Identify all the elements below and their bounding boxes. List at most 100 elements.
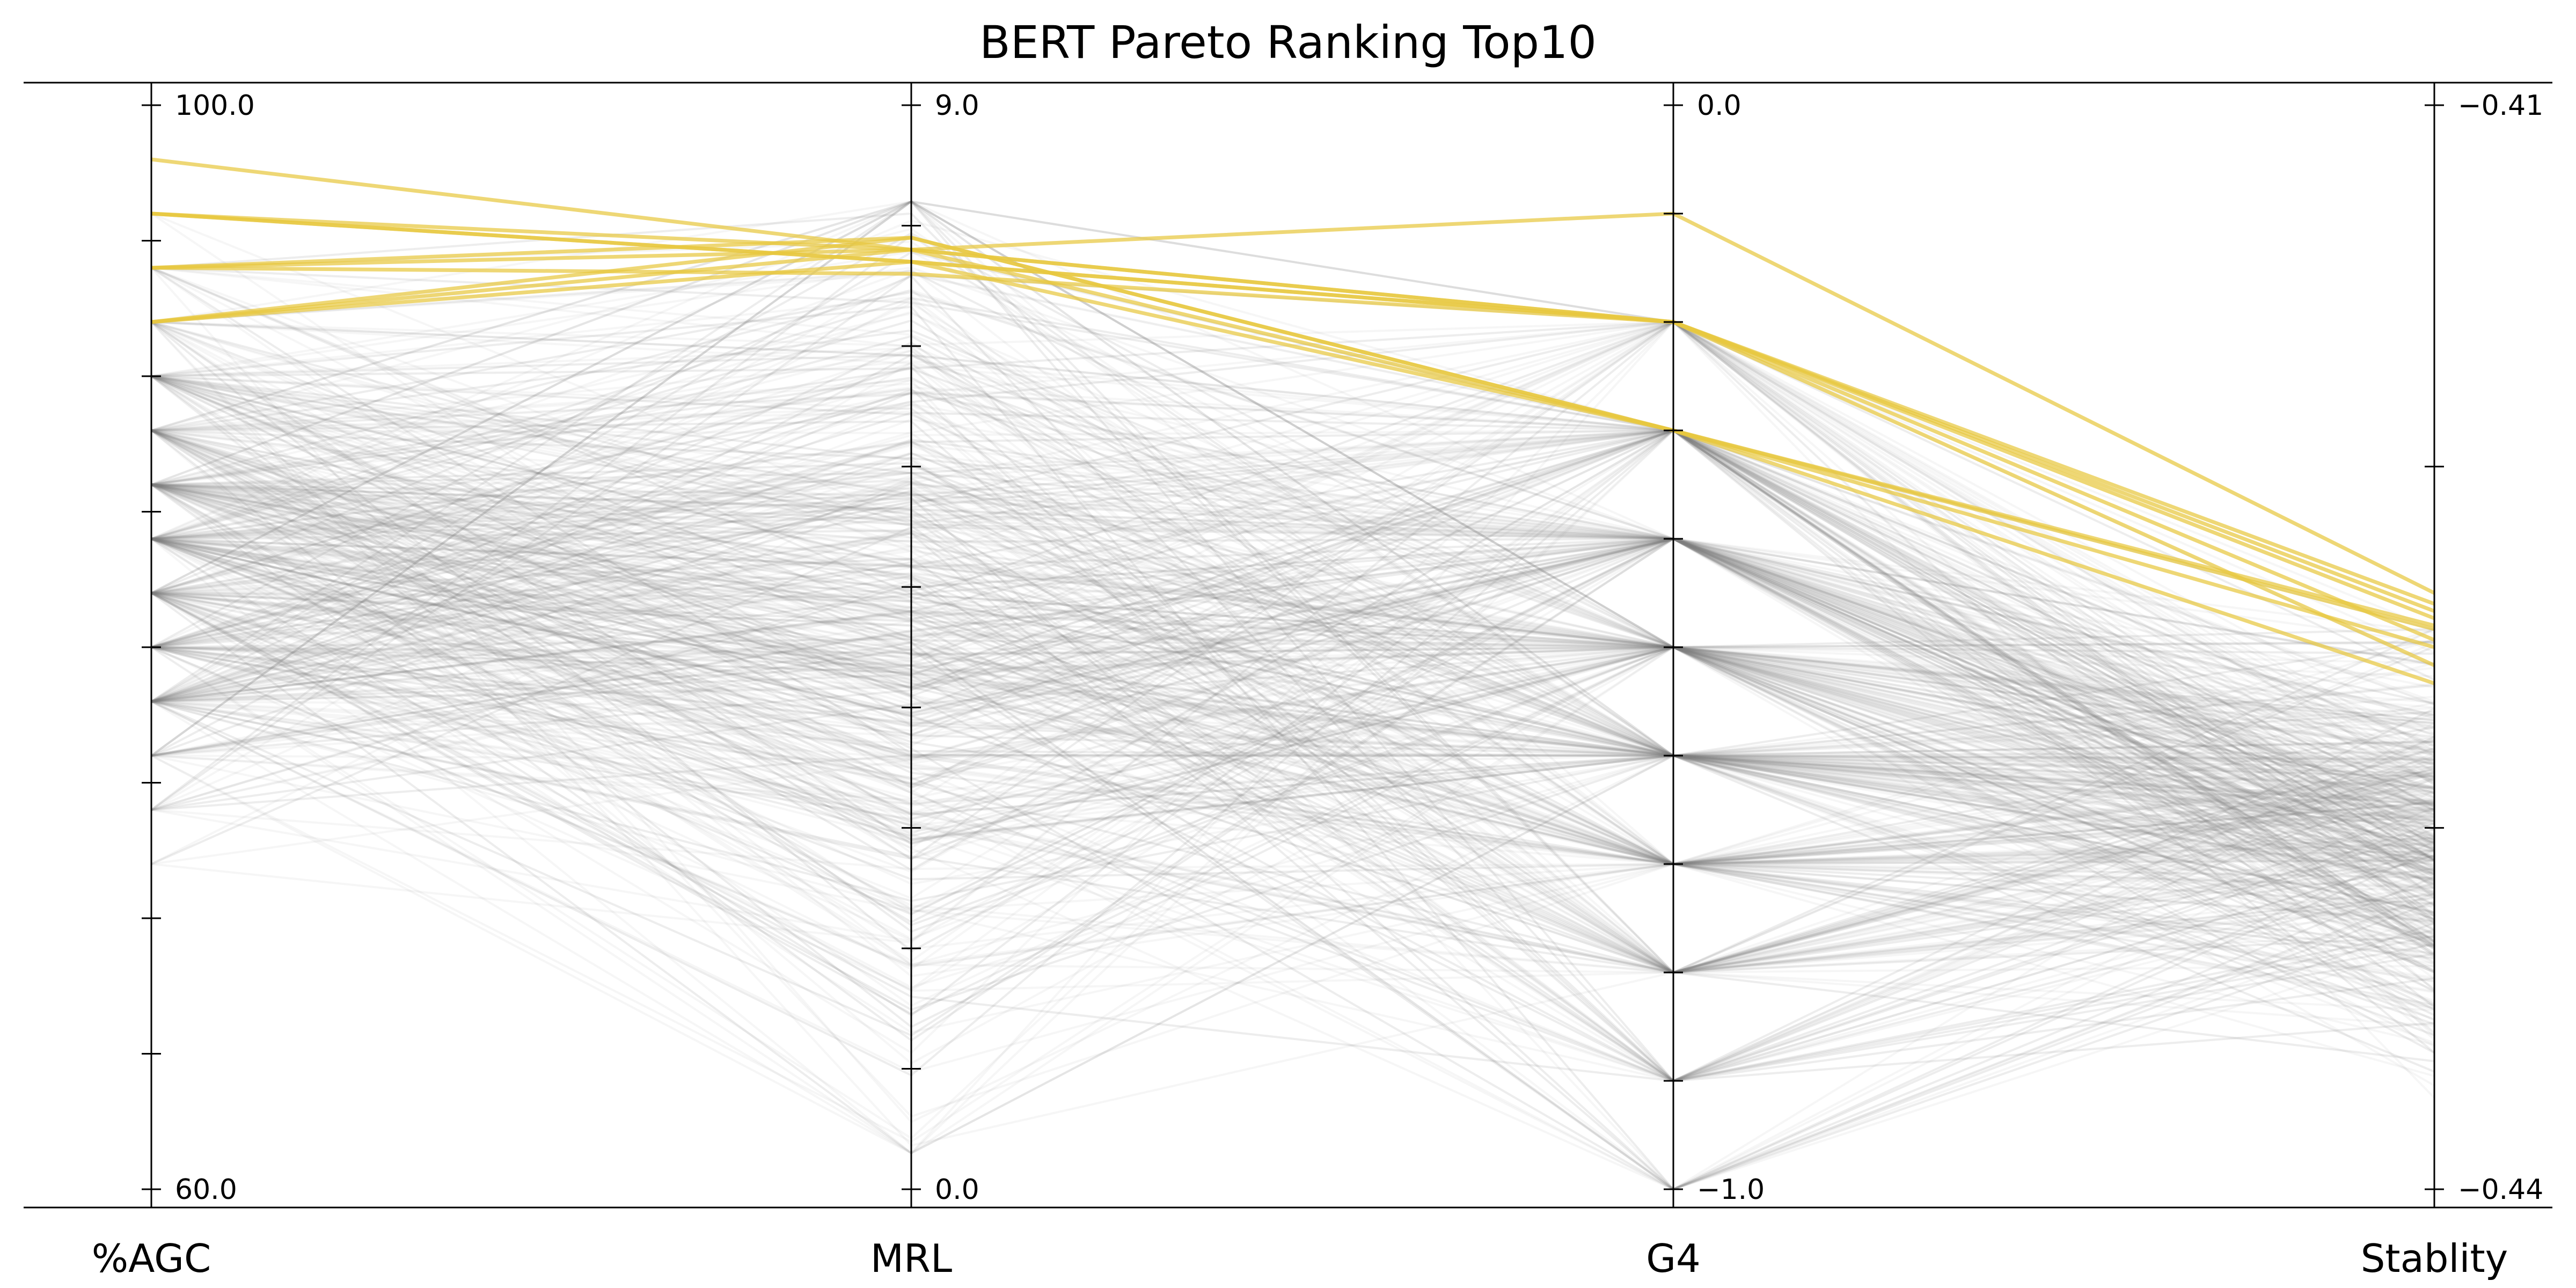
- background-series-line: [150, 200, 2435, 786]
- background-series-line: [151, 482, 2435, 866]
- background-series-line: [151, 538, 2435, 1026]
- background-series-line: [151, 375, 2435, 729]
- background-series-line: [151, 429, 2435, 804]
- background-series-line: [151, 592, 2435, 974]
- background-series-line: [151, 365, 2435, 852]
- background-series-line: [151, 538, 2435, 840]
- background-series-line: [151, 641, 2435, 821]
- background-series-line: [151, 579, 2435, 1082]
- background-series-line: [151, 375, 2435, 974]
- background-series-line: [151, 484, 2435, 899]
- background-series-line: [151, 429, 2435, 1008]
- background-series-line: [151, 320, 2435, 838]
- background-series-line: [151, 537, 2435, 949]
- background-series-line: [151, 537, 2435, 936]
- background-series-line: [151, 642, 2435, 1191]
- background-series-line: [151, 200, 2435, 757]
- background-series-line: [151, 375, 2435, 714]
- background-series-line: [151, 557, 2435, 946]
- background-series-line: [151, 537, 2435, 942]
- background-series-line: [151, 537, 2435, 822]
- background-series-line: [151, 501, 2435, 866]
- background-series-line: [151, 537, 2435, 789]
- background-series-line: [151, 538, 2435, 920]
- background-series-line: [151, 547, 2435, 802]
- background-series-line: [151, 592, 2435, 974]
- background-series-line: [151, 537, 2435, 851]
- background-series-line: [151, 538, 2435, 1027]
- background-series-line: [151, 606, 2435, 979]
- background-series-line: [151, 592, 2435, 875]
- background-series-line: [151, 429, 2435, 816]
- background-series-line: [150, 375, 2435, 1082]
- background-series-line: [151, 592, 2435, 994]
- background-series-line: [151, 399, 2435, 974]
- background-series-line: [151, 484, 2435, 815]
- background-series-line: [151, 484, 2435, 816]
- background-series-line: [151, 429, 2435, 1082]
- highlighted-lines: [151, 157, 2435, 685]
- background-series-line: [151, 442, 2435, 778]
- background-series-line: [150, 538, 2435, 1046]
- background-series-line: [151, 484, 2435, 755]
- background-series-line: [151, 646, 2435, 974]
- background-series-line: [151, 429, 2435, 829]
- axis-name-label: %AGC: [92, 1236, 211, 1281]
- background-series-line: [151, 538, 2435, 730]
- background-series-line: [151, 429, 2435, 1082]
- highlighted-series-line: [151, 157, 2435, 595]
- background-series-line: [151, 375, 2435, 824]
- background-series-line: [151, 289, 2435, 921]
- background-series-line: [151, 484, 2435, 960]
- axis-min-label: −1.0: [1697, 1174, 1765, 1206]
- background-series-line: [151, 320, 2435, 811]
- background-series-line: [151, 429, 2435, 917]
- background-series-line: [151, 429, 2435, 719]
- background-series-line: [151, 484, 2435, 954]
- background-series-line: [151, 538, 2435, 760]
- background-series-line: [151, 700, 2435, 992]
- background-series-line: [151, 619, 2435, 866]
- background-series-line: [151, 538, 2435, 1082]
- background-series-line: [151, 480, 2435, 957]
- background-series-line: [151, 476, 2435, 974]
- background-series-line: [151, 648, 2435, 1191]
- background-series-line: [151, 484, 2435, 866]
- background-series-line: [151, 483, 2435, 877]
- background-series-line: [150, 321, 2435, 953]
- background-series-line: [151, 365, 2435, 1082]
- background-series-line: [151, 664, 2435, 905]
- background-series-line: [151, 484, 2435, 955]
- background-series-line: [151, 362, 2435, 1077]
- axes-group: 100.0 60.0 %AGC 9.0 0.0 MRL 0.0 −1.0 G4 −0.41 −0.4…: [24, 82, 2552, 1281]
- background-series-line: [151, 429, 2435, 844]
- background-series-line: [151, 273, 2435, 947]
- background-series-line: [151, 429, 2435, 839]
- background-series-line: [151, 484, 2435, 914]
- background-series-line: [151, 429, 2435, 778]
- background-series-line: [151, 429, 2435, 1077]
- background-series-line: [151, 429, 2435, 772]
- background-series-line: [151, 538, 2435, 959]
- background-series-line: [151, 429, 2435, 974]
- background-series-line: [151, 471, 2435, 757]
- background-series-line: [151, 529, 2435, 866]
- background-series-line: [151, 429, 2435, 932]
- background-series-line: [151, 267, 2435, 974]
- background-series-line: [151, 375, 2435, 981]
- background-series-line: [151, 484, 2435, 866]
- background-series-line: [151, 489, 2435, 873]
- background-series-line: [151, 592, 2435, 892]
- background-series-line: [151, 646, 2435, 1022]
- background-series-line: [151, 321, 2435, 1040]
- background-series-line: [151, 200, 2435, 925]
- background-series-line: [151, 646, 2435, 791]
- background-series-line: [151, 484, 2435, 974]
- background-series-line: [151, 484, 2435, 810]
- background-series-line: [151, 646, 2435, 926]
- background-series-line: [151, 633, 2435, 884]
- background-series-line: [151, 319, 2435, 1073]
- background-series-line: [151, 440, 2435, 974]
